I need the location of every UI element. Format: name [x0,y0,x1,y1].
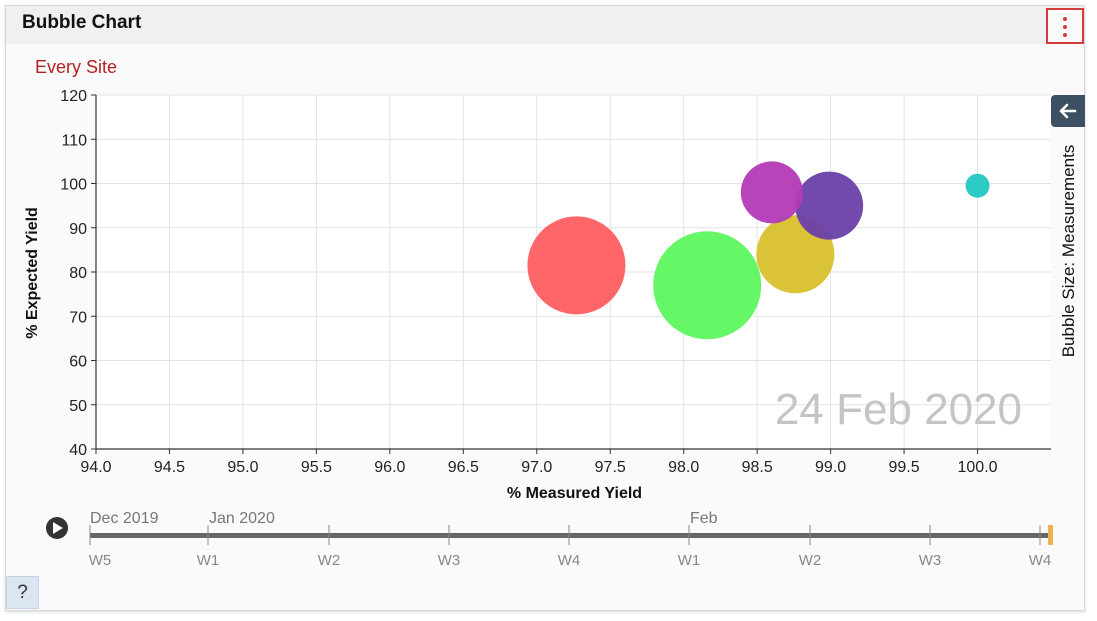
timeline-week-label: W2 [799,552,822,569]
side-panel-toggle-button[interactable] [1051,95,1085,127]
x-tick-label: 97.5 [595,459,626,476]
bubble-chart: 94.0 94.5 95.0 95.5 96.0 96.5 97.0 97.5 98.0 98.5… [24,88,1053,569]
y-tick-label: 40 [69,442,87,459]
timeline-week-label: W5 [89,552,112,569]
y-tick-label: 120 [60,88,87,105]
x-tick-label: 100.0 [958,459,998,476]
x-tick-label: 94.0 [80,459,111,476]
bubble-6[interactable] [965,173,990,198]
x-tick-label: 94.5 [154,459,185,476]
filter-subtitle: Every Site [35,57,118,77]
help-button[interactable]: ? [6,576,39,609]
y-axis-title: % Expected Yield [24,207,41,339]
timeline-handle[interactable] [1048,525,1053,545]
bubble-1[interactable] [527,216,626,315]
timeline-week-label: W1 [197,552,220,569]
x-tick-label: 98.0 [668,459,699,476]
timeline-week-label: W3 [438,552,461,569]
kebab-menu-icon-dot [1063,25,1067,29]
x-tick-label: 97.0 [521,459,552,476]
x-tick-label: 99.5 [889,459,920,476]
y-tick-label: 100 [60,177,87,194]
kebab-menu-icon [1063,17,1067,21]
timeline-week-label: W3 [919,552,942,569]
timeline-month-label: Feb [690,510,718,527]
bubble-2[interactable] [653,231,762,340]
bubble-4[interactable] [795,171,864,240]
timeline-week-label: W2 [318,552,341,569]
x-tick-label: 95.0 [227,459,258,476]
kebab-menu-button[interactable] [1046,8,1084,44]
y-tick-label: 60 [69,354,87,371]
y-tick-label: 110 [61,132,87,149]
x-axis-title: % Measured Yield [507,485,642,502]
x-tick-label: 99.0 [815,459,846,476]
panel-header: Bubble Chart [6,6,1084,44]
bubble-chart-panel: Bubble Chart Every Site 94.0 94.5 95.0 95.5… [5,5,1085,611]
y-tick-label: 80 [69,265,87,282]
date-watermark: 24 Feb 2020 [775,385,1022,434]
timeline-week-label: W4 [558,552,581,569]
y-tick-label: 70 [69,309,87,326]
timeline-week-label: W4 [1029,552,1052,569]
panel-title: Bubble Chart [22,12,142,33]
timeline-week-label: W1 [678,552,701,569]
timeline-month-label: Jan 2020 [209,510,275,527]
y-tick-label: 50 [69,398,87,415]
x-tick-label: 98.5 [742,459,773,476]
y-tick-label: 90 [69,221,87,238]
x-tick-label: 96.0 [374,459,405,476]
arrow-left-icon [1059,103,1077,119]
timeline-month-label: Dec 2019 [90,510,159,527]
x-tick-label: 96.5 [448,459,479,476]
bubble-5[interactable] [740,161,803,224]
bubble-size-label: Bubble Size: Measurements [1059,144,1078,358]
play-icon [53,522,63,534]
kebab-menu-icon-dot [1063,33,1067,37]
x-tick-label: 95.5 [301,459,332,476]
